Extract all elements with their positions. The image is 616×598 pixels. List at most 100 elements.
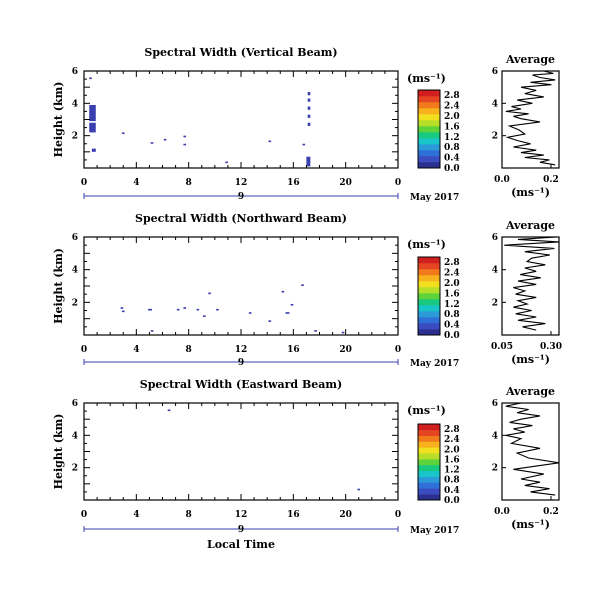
colorbar-tick-label: 0.0: [444, 496, 460, 506]
average-y-tick-label: 6: [492, 67, 498, 77]
average-y-tick-label: 4: [492, 266, 498, 276]
average-title: Average: [505, 219, 555, 232]
data-cell: [302, 143, 306, 146]
colorbar-tick-label: 0.8: [444, 143, 460, 153]
average-title: Average: [505, 385, 555, 398]
data-cell: [183, 135, 187, 138]
plot-frame: [83, 70, 399, 169]
x-tick-label: 8: [186, 178, 192, 188]
y-tick-label: 4: [72, 431, 78, 441]
data-cell: [183, 143, 187, 146]
average-x-axis-label: (ms⁻¹): [511, 186, 550, 199]
colorbar-segment: [418, 459, 440, 466]
average-y-tick-label: 4: [492, 431, 498, 441]
plot-frame: [83, 236, 399, 336]
colorbar-tick-label: 2.4: [444, 102, 460, 112]
data-cell: [248, 312, 252, 314]
colorbar-frame: [417, 89, 441, 169]
colorbar-segment: [418, 305, 440, 312]
x-tick-label: 12: [235, 178, 248, 188]
data-cell: [307, 92, 311, 96]
average-y-tick-label: 6: [492, 233, 498, 243]
data-cell: [225, 161, 228, 164]
x-tick-label: 0: [81, 345, 87, 355]
colorbar-segment: [418, 435, 440, 442]
y-tick-label: 6: [72, 233, 78, 243]
colorbar-tick-label: 0.8: [444, 476, 460, 486]
colorbar-segment: [418, 108, 440, 115]
data-cell: [89, 104, 96, 122]
colorbar-segment: [418, 488, 440, 495]
colorbar-segment: [418, 447, 440, 454]
y-axis-label: Height (km): [52, 414, 65, 490]
colorbar-tick-label: 0.4: [444, 486, 460, 496]
colorbar-segment: [418, 323, 440, 330]
data-cell: [120, 307, 124, 309]
colorbar-segment: [418, 317, 440, 324]
data-cell: [301, 284, 304, 286]
data-cell: [89, 122, 96, 133]
average-frame: [501, 236, 560, 336]
colorbar-tick-label: 2.8: [444, 425, 460, 435]
colorbar-tick-label: 1.6: [444, 122, 460, 132]
data-cell: [183, 307, 187, 309]
colorbar-segment: [418, 311, 440, 318]
x-tick-label: 0: [81, 510, 87, 520]
colorbar-tick-label: 0.8: [444, 310, 460, 320]
x-tick-label: 4: [133, 510, 139, 520]
y-tick-label: 6: [72, 399, 78, 409]
data-cell: [314, 330, 317, 332]
colorbar-segment: [418, 126, 440, 133]
average-x-axis-label: (ms⁻¹): [511, 518, 550, 531]
average-x-tick-label: 0.2: [543, 175, 559, 185]
average-x-tick-label: 0.2: [543, 507, 559, 517]
data-cell: [89, 77, 92, 80]
x-tick-label: 16: [287, 345, 300, 355]
data-cell: [307, 122, 311, 126]
average-x-tick-label: 0.30: [540, 342, 562, 352]
colorbar-tick-label: 1.6: [444, 289, 460, 299]
colorbar-segment: [418, 470, 440, 477]
colorbar-segment: [418, 96, 440, 103]
x-axis-label: Local Time: [207, 538, 275, 551]
colorbar-tick-label: 2.8: [444, 258, 460, 268]
x-tick-label: 4: [133, 178, 139, 188]
data-cell: [268, 140, 272, 143]
colorbar-tick-label: 1.2: [444, 466, 460, 476]
x-tick-label: 16: [287, 178, 300, 188]
colorbar-segment: [418, 287, 440, 294]
data-cell: [167, 409, 171, 412]
colorbar-segment: [418, 482, 440, 489]
panel-1: Spectral Width (Vertical Beam)0 4 8 12 16 20 0…: [52, 46, 560, 203]
colorbar-tick-label: 2.4: [444, 269, 460, 279]
y-tick-label: 4: [72, 266, 78, 276]
colorbar-tick-label: 0.0: [444, 331, 460, 341]
x-tick-label: 12: [235, 345, 248, 355]
colorbar-segment: [418, 476, 440, 483]
data-cell: [306, 156, 311, 167]
panel-3: Spectral Width (Eastward Beam)0 4 8 12 16 20 0…: [52, 378, 560, 536]
colorbar-tick-label: 2.0: [444, 112, 460, 122]
data-cell: [176, 308, 180, 311]
colorbar-frame: [417, 256, 441, 336]
x-tick-label: 20: [339, 178, 352, 188]
x-tick-label: 20: [339, 510, 352, 520]
colorbar-tick-label: 2.0: [444, 279, 460, 289]
colorbar-unit: (ms⁻¹): [407, 238, 446, 251]
x-tick-label: 0: [395, 510, 401, 520]
average-y-tick-label: 2: [492, 464, 498, 474]
data-cell: [290, 303, 294, 306]
colorbar-unit: (ms⁻¹): [407, 72, 446, 85]
colorbar-frame: [417, 423, 441, 501]
data-cell: [91, 148, 96, 152]
x-tick-label: 12: [235, 510, 248, 520]
x-tick-label: 16: [287, 510, 300, 520]
average-y-tick-label: 2: [492, 298, 498, 308]
data-cell: [150, 142, 154, 144]
colorbar-tick-label: 0.4: [444, 321, 460, 331]
average-profile-line: [505, 70, 556, 166]
colorbar-unit: (ms⁻¹): [407, 404, 446, 417]
colorbar-segment: [418, 263, 440, 270]
day-label: 9: [238, 525, 244, 535]
